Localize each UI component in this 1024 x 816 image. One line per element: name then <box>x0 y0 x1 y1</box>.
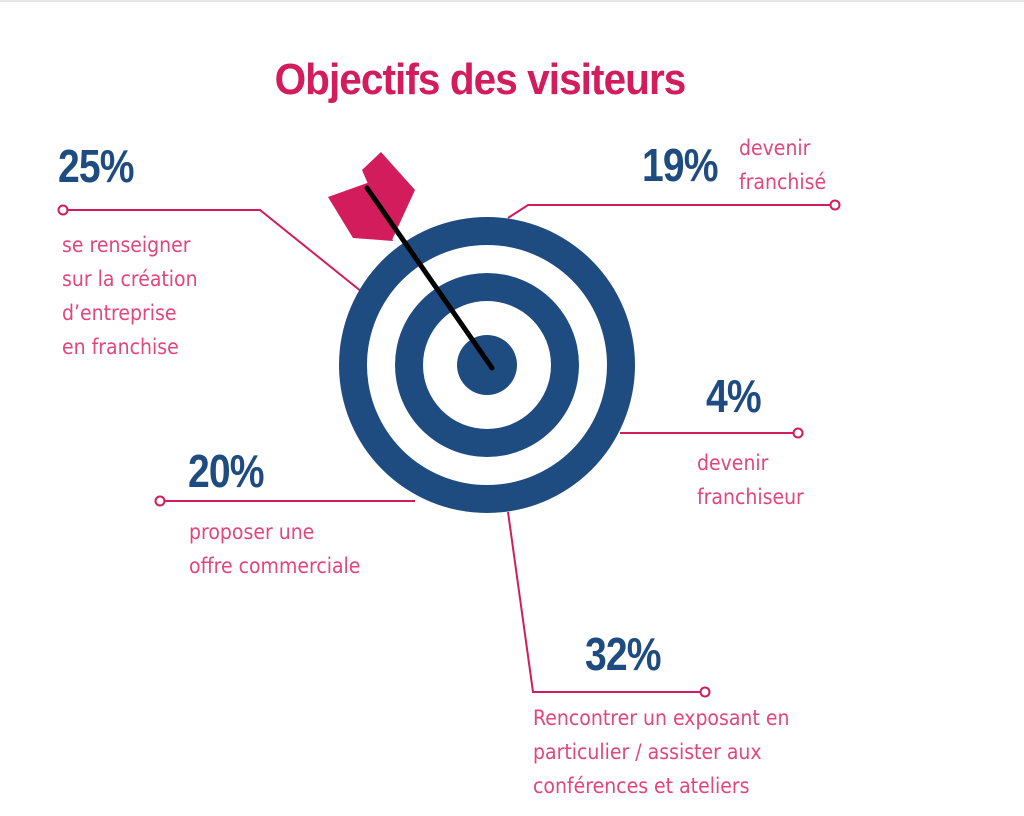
connector-dot-franchise <box>829 199 841 211</box>
connector-dot-offre <box>154 495 166 507</box>
percent-franchiseur: 4% <box>706 370 762 422</box>
label-offre: proposer une offre commerciale <box>189 520 361 578</box>
label-franchiseur: devenir franchiseur <box>697 451 804 509</box>
percent-franchise: 19% <box>642 139 719 191</box>
arrow-icon <box>328 152 495 371</box>
page-title: Objectifs des visiteurs <box>274 55 687 105</box>
percent-offre: 20% <box>188 445 265 497</box>
top-divider <box>0 0 1024 2</box>
label-exposant: Rencontrer un exposant en particulier / … <box>533 706 790 798</box>
connector-franchise <box>507 204 835 219</box>
percent-renseigner: 25% <box>58 140 135 192</box>
connector-exposant <box>507 511 705 693</box>
connector-dot-franchiseur <box>792 427 804 439</box>
connector-dot-exposant <box>699 686 711 698</box>
connector-renseigner <box>63 209 363 293</box>
label-renseigner: se renseigner sur la création d’entrepri… <box>62 233 198 359</box>
percent-exposant: 32% <box>585 628 662 680</box>
label-franchise: devenir franchisé <box>739 136 827 194</box>
connector-dot-renseigner <box>57 204 69 216</box>
